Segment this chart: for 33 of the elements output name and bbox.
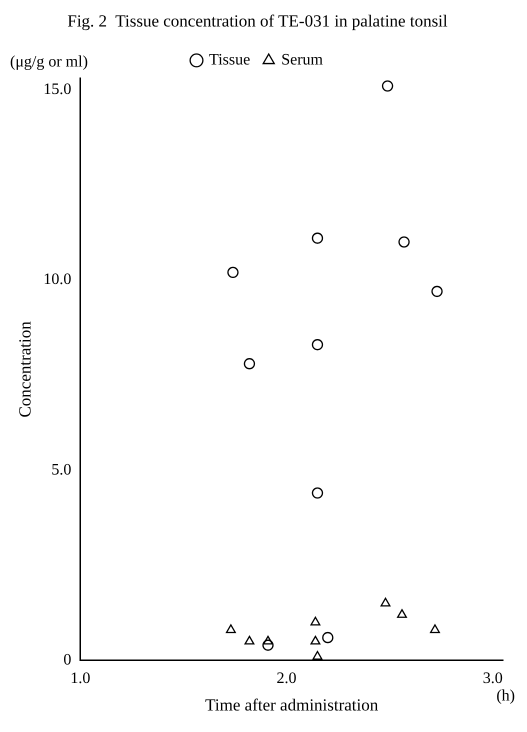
point	[227, 266, 239, 278]
point	[312, 487, 324, 499]
y-axis-title: Concentration	[16, 320, 35, 418]
point	[382, 80, 394, 92]
point	[431, 286, 443, 298]
point	[244, 358, 256, 370]
y-tick-label: 10.0	[43, 271, 72, 288]
point	[322, 632, 334, 644]
y-tick-label: 15.0	[43, 81, 72, 98]
point	[312, 232, 324, 244]
point	[226, 624, 236, 634]
y-tick-label: 5.0	[51, 461, 72, 478]
chart-title: Fig. 2 Tissue concentration of TE-031 in palatine tonsil	[67, 12, 448, 31]
point	[397, 609, 407, 618]
x-axis-title: Time after administration	[205, 695, 379, 714]
text: (μg/g or ml)	[10, 54, 88, 71]
y-tick-label: 0	[63, 652, 72, 669]
text: (h)	[496, 688, 515, 705]
point	[244, 636, 254, 645]
point	[312, 650, 322, 660]
point	[262, 640, 274, 651]
point	[380, 598, 390, 606]
point	[430, 624, 440, 634]
point	[310, 636, 320, 645]
x-tick-label: 3.0	[482, 670, 503, 688]
x-tick-label: 1.0	[70, 670, 90, 688]
legend-label: Tissue	[209, 52, 250, 69]
point	[310, 616, 320, 626]
legend-label: Serum	[281, 52, 324, 69]
point	[398, 236, 410, 248]
point	[312, 339, 324, 350]
x-tick-label: 2.0	[276, 670, 297, 688]
point	[263, 636, 273, 645]
